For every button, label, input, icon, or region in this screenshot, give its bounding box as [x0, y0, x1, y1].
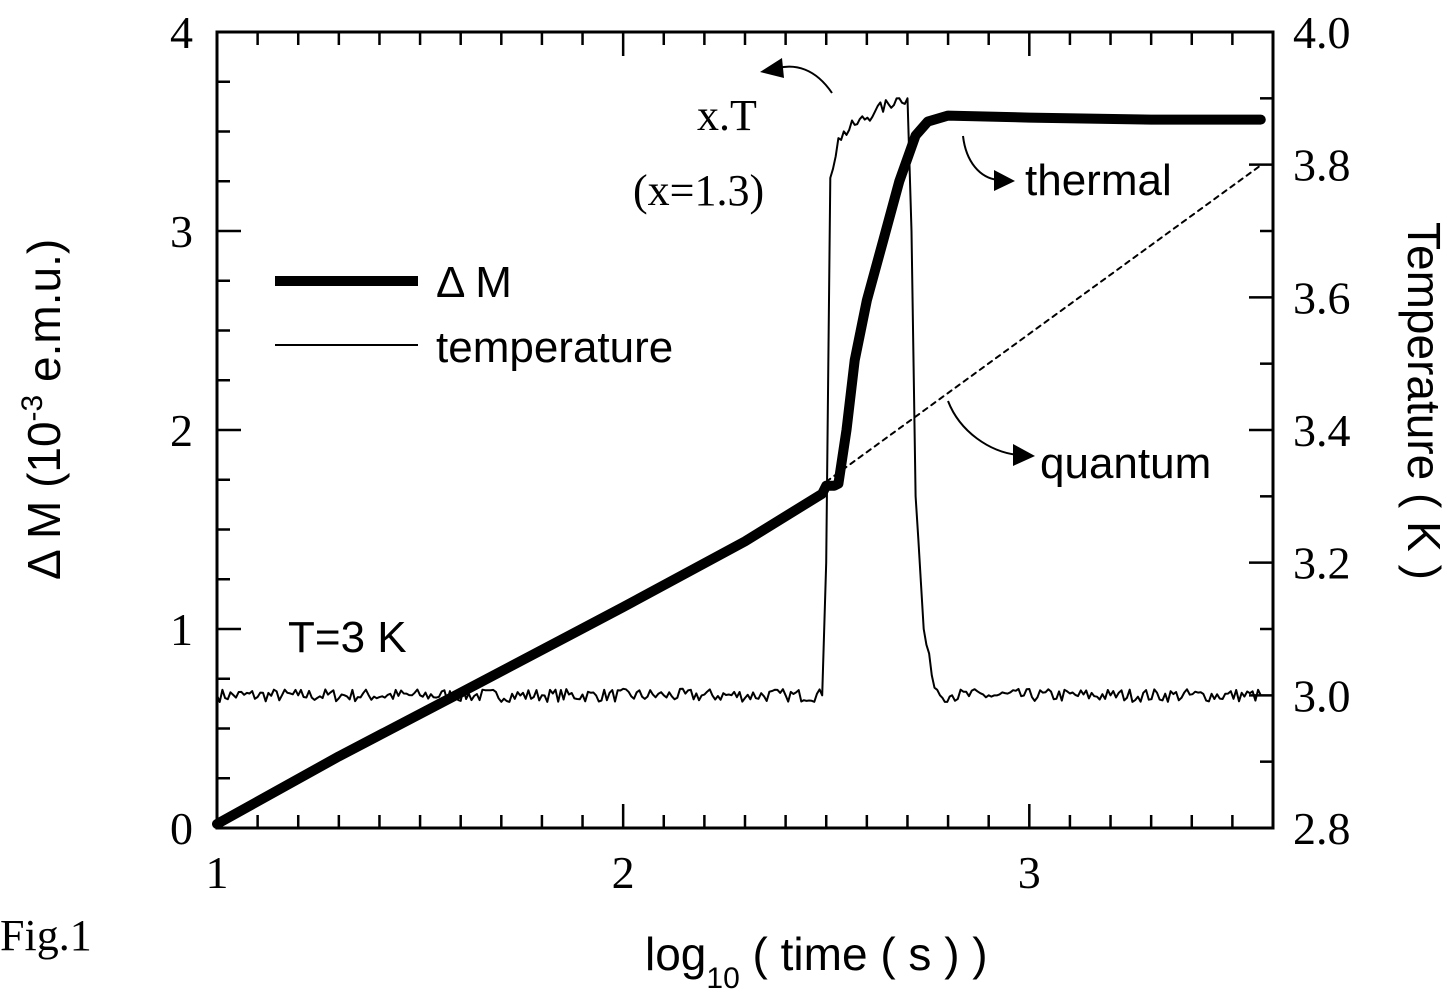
y-right-tick-label: 2.8	[1293, 803, 1351, 854]
series-layer	[212, 97, 1266, 829]
y-right-tick-label: 3.8	[1293, 140, 1351, 191]
legend-label-temperature: temperature	[436, 323, 673, 372]
figure-label: Fig.1	[0, 911, 92, 960]
legend-label-delta-m: Δ M	[436, 258, 512, 307]
y-left-tick-label: 0	[170, 803, 193, 854]
x-axis-title: log10 ( time ( s ) )	[645, 928, 988, 995]
plot-frame	[215, 30, 1275, 830]
y-axis-right-title: Temperature ( K )	[1398, 222, 1450, 580]
annotation-temperature: T=3 K	[288, 613, 407, 662]
arrow-quantum	[947, 400, 1019, 456]
y-right-tick-label: 4.0	[1293, 7, 1351, 58]
arrow-xt	[777, 65, 833, 94]
y-right-tick-label: 3.2	[1293, 538, 1351, 589]
annotation-thermal: thermal	[1025, 156, 1172, 205]
y-left-tick-label: 3	[170, 206, 193, 257]
arrow-xt-head	[760, 58, 784, 78]
annotation-quantum: quantum	[1040, 439, 1211, 488]
y-axis-left-title: Δ M (10-3 e.m.u.)	[16, 239, 70, 580]
arrow-quantum-head	[1013, 444, 1035, 466]
y-right-tick-label: 3.6	[1293, 272, 1351, 323]
arrow-thermal	[962, 135, 999, 181]
y-right-tick-label: 3.0	[1293, 670, 1351, 721]
x-tick-label: 1	[206, 847, 229, 898]
series-quantum-extrapolation	[825, 164, 1262, 483]
arrow-thermal-head	[994, 170, 1015, 191]
legend: Δ M temperature	[275, 258, 673, 372]
y-left-tick-label: 4	[170, 7, 193, 58]
y-right-tick-label: 3.4	[1293, 405, 1351, 456]
annotation-x-value: (x=1.3)	[633, 166, 764, 215]
x-tick-label: 2	[612, 847, 635, 898]
x-tick-label: 3	[1018, 847, 1041, 898]
series-temperature	[216, 97, 1262, 703]
series-delta-m	[212, 110, 1266, 829]
annotation-arrows	[760, 58, 1035, 466]
ticks	[215, 30, 1275, 830]
annotation-xt: x.T	[697, 91, 757, 140]
y-left-tick-label: 2	[170, 405, 193, 456]
y-left-tick-label: 1	[170, 604, 193, 655]
